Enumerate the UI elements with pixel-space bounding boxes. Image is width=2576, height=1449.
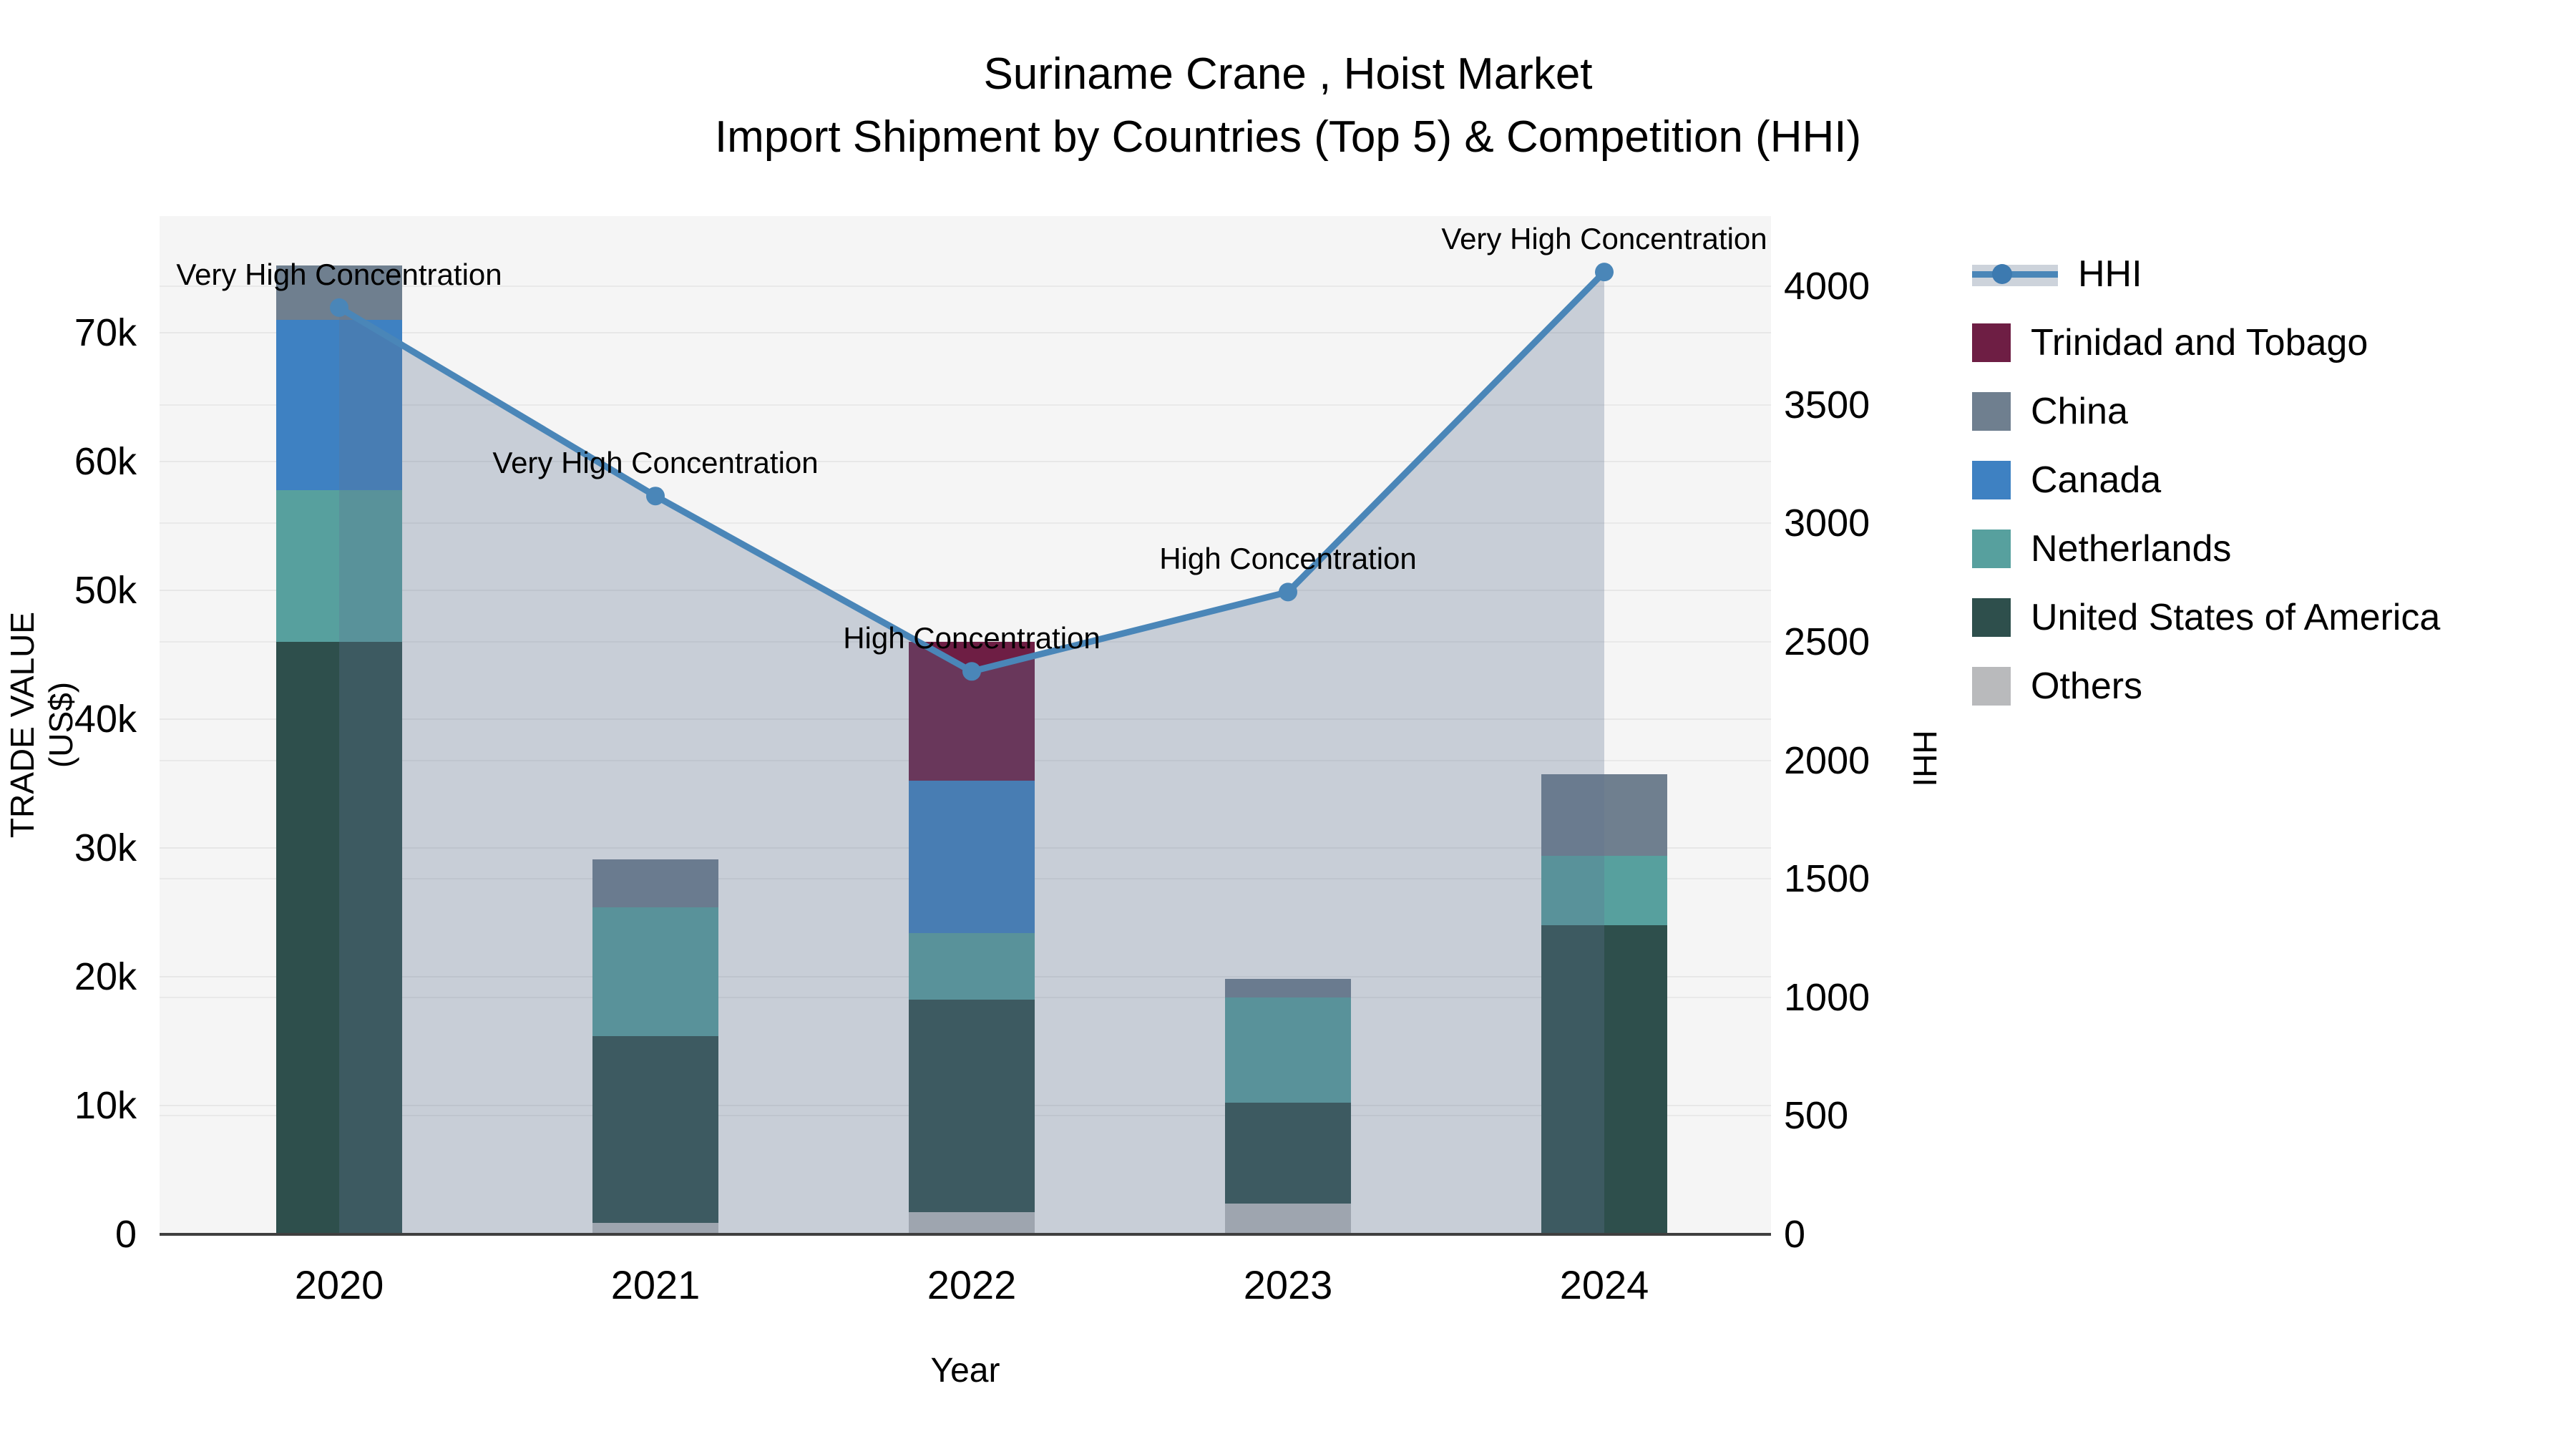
right-tick-1500: 1500 (1784, 857, 1870, 901)
legend-item-china[interactable]: China (1972, 377, 2440, 446)
gridline-right-2500 (160, 640, 1771, 643)
right-axis-ticks: 0 500 1000 1500 2000 2500 3000 3500 4000 (1771, 216, 1971, 1256)
gridline-right-4000 (160, 286, 1771, 288)
legend-swatch-icon (1972, 530, 2011, 568)
annotation-2023: High Concentration (1159, 542, 1417, 576)
left-tick-60k: 60k (74, 439, 137, 483)
bar-segment-united-states-of-america-2021 (592, 1035, 718, 1223)
legend-item-united-states-of-america[interactable]: United States of America (1972, 583, 2440, 652)
gridline-left-70k (160, 331, 1771, 333)
bar-segment-netherlands-2024 (1541, 855, 1667, 925)
bar-segment-china-2023 (1225, 978, 1351, 997)
right-axis-title: HHI (1906, 730, 1943, 787)
right-tick-2500: 2500 (1784, 620, 1870, 663)
hhi-marker-2024 (1595, 263, 1614, 282)
left-tick-50k: 50k (74, 568, 137, 612)
bar-segment-china-2024 (1541, 774, 1667, 856)
legend-item-others[interactable]: Others (1972, 652, 2440, 721)
right-tick-0: 0 (1784, 1213, 1806, 1256)
bar-segment-netherlands-2022 (909, 932, 1035, 1000)
left-tick-10k: 10k (74, 1083, 137, 1127)
bar-segment-united-states-of-america-2024 (1541, 924, 1667, 1234)
bar-segment-others-2023 (1225, 1203, 1351, 1234)
legend-swatch-icon (1972, 461, 2011, 499)
hhi-line-swatch-icon (1972, 255, 2058, 293)
bar-segment-others-2022 (909, 1212, 1035, 1234)
legend-label: Trinidad and Tobago (2031, 322, 2368, 364)
left-axis-ticks: 0 10k 20k 30k 40k 50k 60k 70k (0, 216, 148, 1256)
gridline-left-60k (160, 460, 1771, 462)
right-tick-3000: 3000 (1784, 502, 1870, 545)
bar-segment-netherlands-2023 (1225, 997, 1351, 1103)
x-axis-ticks: 2020 2021 2022 2023 2024 (160, 1256, 1771, 1313)
legend-label: HHI (2078, 253, 2142, 295)
legend-item-hhi[interactable]: HHI (1972, 240, 2440, 308)
gridline-right-3500 (160, 404, 1771, 406)
left-axis-title: TRADE VALUE (US$) (4, 611, 79, 839)
x-tick-2024: 2024 (1559, 1262, 1649, 1307)
bar-segment-united-states-of-america-2022 (909, 1000, 1035, 1213)
legend-swatch-icon (1972, 323, 2011, 362)
left-tick-0: 0 (114, 1213, 137, 1256)
bar-segment-united-states-of-america-2023 (1225, 1103, 1351, 1204)
right-tick-1000: 1000 (1784, 975, 1870, 1019)
x-tick-2021: 2021 (610, 1262, 701, 1307)
bar-segment-china-2021 (592, 859, 718, 907)
x-tick-2020: 2020 (294, 1262, 384, 1307)
legend-label: United States of America (2031, 597, 2441, 638)
legend-swatch-icon (1972, 392, 2011, 431)
annotation-2021: Very High Concentration (492, 446, 819, 480)
annotation-2022: High Concentration (843, 621, 1101, 655)
legend-label: Netherlands (2031, 528, 2232, 570)
chart-title-line2: Import Shipment by Countries (Top 5) & C… (714, 112, 1862, 162)
left-tick-70k: 70k (74, 311, 137, 354)
x-tick-2022: 2022 (927, 1262, 1017, 1307)
legend-label: Canada (2031, 459, 2162, 501)
plot-area: Very High Concentration Very High Concent… (160, 216, 1771, 1236)
legend-label: China (2031, 391, 2128, 432)
bar-segment-netherlands-2021 (592, 907, 718, 1036)
bar-segment-netherlands-2020 (276, 489, 402, 642)
x-axis-line (160, 1233, 1771, 1236)
left-tick-20k: 20k (74, 955, 137, 998)
legend-item-netherlands[interactable]: Netherlands (1972, 514, 2440, 583)
x-tick-2023: 2023 (1243, 1262, 1333, 1307)
bar-segment-canada-2020 (276, 319, 402, 490)
annotation-2024: Very High Concentration (1441, 222, 1767, 256)
legend-item-canada[interactable]: Canada (1972, 446, 2440, 514)
right-tick-2000: 2000 (1784, 738, 1870, 782)
chart-title: Suriname Crane , Hoist Market Import Shi… (0, 43, 2576, 169)
x-axis-title: Year (930, 1352, 1000, 1390)
left-tick-30k: 30k (74, 826, 137, 869)
bar-segment-united-states-of-america-2020 (276, 641, 402, 1234)
bar-segment-canada-2022 (909, 781, 1035, 933)
hhi-marker-2021 (646, 487, 665, 506)
chart-title-line1: Suriname Crane , Hoist Market (983, 49, 1593, 99)
legend-label: Others (2031, 665, 2143, 707)
right-tick-500: 500 (1784, 1094, 1849, 1138)
hhi-area-fill (339, 272, 1604, 1234)
annotation-2020: Very High Concentration (176, 257, 502, 291)
legend-item-trinidad-and-tobago[interactable]: Trinidad and Tobago (1972, 308, 2440, 377)
left-tick-40k: 40k (74, 697, 137, 741)
hhi-marker-2023 (1279, 582, 1297, 602)
legend: HHI Trinidad and Tobago China Canada Netherl… (1972, 240, 2440, 721)
hhi-line-chart (330, 263, 1614, 1234)
right-tick-3500: 3500 (1784, 383, 1870, 426)
gridline-right-3000 (160, 522, 1771, 525)
bar-segment-others-2021 (592, 1222, 718, 1234)
hhi-marker-2022 (962, 662, 981, 681)
right-tick-4000: 4000 (1784, 265, 1870, 308)
gridline-left-50k (160, 589, 1771, 591)
hhi-marker-2020 (330, 298, 348, 317)
legend-swatch-icon (1972, 667, 2011, 706)
bars-layer (160, 216, 1771, 1234)
legend-swatch-icon (1972, 598, 2011, 637)
